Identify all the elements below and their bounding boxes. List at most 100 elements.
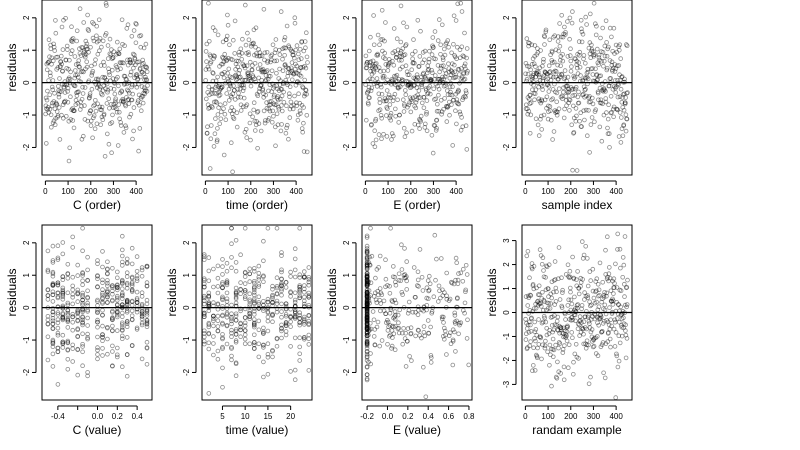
- data-point: [233, 317, 239, 323]
- data-point: [260, 66, 266, 72]
- data-point: [379, 292, 385, 298]
- data-point: [451, 62, 457, 68]
- data-point: [105, 278, 110, 283]
- data-point: [395, 326, 401, 332]
- data-point: [556, 345, 561, 351]
- data-point: [556, 77, 561, 82]
- data-point: [113, 96, 118, 102]
- data-point: [214, 91, 219, 96]
- data-point: [617, 72, 622, 77]
- data-point: [403, 364, 409, 369]
- data-point: [247, 279, 253, 284]
- data-point: [252, 317, 257, 322]
- data-point: [617, 287, 623, 293]
- data-point: [206, 290, 212, 296]
- data-point: [405, 326, 411, 331]
- data-point: [390, 133, 396, 139]
- data-point: [402, 103, 407, 109]
- data-point: [557, 325, 563, 331]
- data-point: [101, 111, 107, 117]
- data-point: [593, 335, 599, 341]
- data-point: [454, 97, 460, 102]
- data-point: [365, 59, 370, 65]
- data-point: [559, 303, 564, 309]
- data-point: [586, 95, 591, 100]
- data-point: [105, 259, 110, 265]
- data-point: [85, 278, 90, 283]
- data-point: [624, 91, 630, 96]
- data-point: [550, 354, 556, 360]
- data-point: [140, 94, 146, 99]
- data-point: [202, 314, 207, 319]
- data-point: [288, 289, 293, 295]
- data-point: [283, 306, 289, 312]
- data-point: [364, 297, 370, 303]
- data-point: [570, 103, 576, 109]
- data-point: [575, 100, 581, 106]
- data-point: [253, 79, 259, 85]
- data-point: [419, 84, 425, 90]
- data-point: [536, 300, 542, 306]
- data-point: [127, 57, 133, 62]
- data-point: [45, 88, 50, 94]
- data-point: [546, 84, 552, 89]
- data-point: [574, 277, 579, 282]
- data-point: [452, 53, 457, 58]
- data-point: [407, 354, 412, 359]
- data-point: [596, 62, 601, 67]
- data-point: [282, 62, 288, 67]
- data-point: [119, 17, 125, 23]
- data-point: [126, 88, 131, 94]
- data-point: [75, 72, 80, 77]
- data-point: [537, 334, 542, 340]
- data-point: [401, 272, 407, 278]
- data-point: [100, 117, 106, 123]
- data-point: [43, 103, 49, 109]
- data-point: [568, 85, 574, 90]
- data-point: [55, 290, 61, 296]
- data-point: [617, 340, 623, 346]
- scatter-points: [363, 0, 470, 156]
- data-point: [229, 344, 234, 350]
- data-point: [206, 346, 212, 352]
- data-point: [246, 37, 252, 43]
- data-point: [381, 132, 386, 137]
- data-point: [262, 120, 268, 126]
- data-point: [80, 349, 85, 355]
- data-point: [529, 74, 534, 80]
- data-point: [55, 312, 61, 317]
- x-tick-label: 100: [381, 187, 395, 196]
- data-point: [124, 321, 130, 326]
- data-point: [303, 65, 309, 71]
- data-point: [256, 294, 262, 300]
- data-point: [83, 38, 89, 44]
- data-point: [386, 92, 392, 98]
- data-point: [456, 72, 462, 77]
- data-point: [293, 70, 299, 76]
- data-point: [453, 18, 459, 23]
- data-point: [380, 55, 386, 60]
- data-point: [233, 303, 239, 309]
- data-point: [56, 91, 62, 97]
- data-point: [283, 321, 289, 327]
- data-point: [576, 291, 582, 297]
- data-point: [559, 71, 565, 77]
- x-tick-label: 300: [587, 187, 601, 196]
- data-point: [558, 325, 564, 331]
- data-point: [364, 331, 370, 336]
- data-point: [279, 326, 284, 332]
- data-point: [124, 318, 130, 324]
- data-point: [278, 128, 284, 134]
- x-tick-label: 400: [449, 187, 463, 196]
- data-point: [613, 66, 619, 71]
- data-point: [364, 65, 370, 71]
- data-point: [105, 271, 110, 276]
- data-point: [563, 94, 569, 99]
- data-point: [111, 105, 116, 110]
- data-point: [278, 78, 283, 83]
- data-point: [571, 276, 577, 282]
- data-point: [550, 314, 555, 320]
- data-point: [292, 15, 298, 21]
- data-point: [219, 109, 224, 114]
- data-point: [69, 38, 74, 44]
